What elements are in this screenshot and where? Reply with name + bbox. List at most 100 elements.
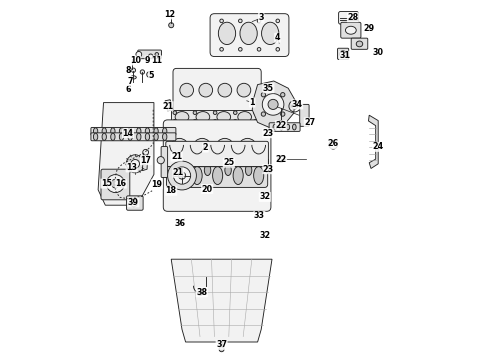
Text: 6: 6 [125,85,131,94]
Ellipse shape [217,112,231,122]
Circle shape [340,51,346,57]
FancyBboxPatch shape [161,147,168,177]
FancyBboxPatch shape [91,133,176,141]
Circle shape [148,54,153,58]
Circle shape [257,19,261,23]
Text: 39: 39 [128,198,139,207]
Circle shape [281,93,285,97]
Text: 13: 13 [126,163,137,172]
FancyBboxPatch shape [101,169,130,200]
Ellipse shape [102,133,106,140]
Ellipse shape [163,133,167,140]
Text: 18: 18 [166,186,177,195]
Ellipse shape [137,128,141,135]
Polygon shape [368,115,378,168]
Circle shape [140,70,145,74]
Ellipse shape [120,133,123,140]
Circle shape [239,48,242,51]
Ellipse shape [145,128,149,135]
Circle shape [292,103,297,109]
Bar [171,110,263,124]
Text: 23: 23 [263,129,274,138]
Circle shape [131,159,140,168]
FancyBboxPatch shape [339,12,358,24]
Ellipse shape [286,124,290,130]
Circle shape [130,199,137,207]
Text: 7: 7 [127,77,133,85]
Circle shape [126,155,144,173]
Circle shape [173,120,176,123]
Ellipse shape [214,156,221,164]
Text: 5: 5 [148,71,154,80]
Ellipse shape [262,22,279,45]
Circle shape [118,180,125,187]
Ellipse shape [154,133,158,140]
Circle shape [199,83,213,97]
Ellipse shape [175,112,189,122]
Ellipse shape [293,124,296,130]
Circle shape [143,149,148,155]
Text: 16: 16 [115,179,126,188]
Ellipse shape [163,128,167,135]
Text: 25: 25 [223,158,234,167]
Text: 27: 27 [304,118,316,127]
Circle shape [213,111,217,114]
Circle shape [216,138,234,156]
Text: 32: 32 [259,192,270,201]
Circle shape [171,138,189,156]
Text: 29: 29 [364,24,375,33]
FancyBboxPatch shape [351,38,368,49]
Circle shape [233,120,237,123]
FancyBboxPatch shape [210,14,289,57]
Polygon shape [165,100,173,111]
Ellipse shape [137,133,141,140]
Ellipse shape [254,167,264,185]
Circle shape [168,161,196,190]
Text: 36: 36 [175,219,186,228]
Text: 30: 30 [373,48,384,57]
Ellipse shape [233,167,243,185]
Circle shape [106,175,124,193]
Circle shape [233,111,237,114]
Circle shape [220,19,223,23]
Text: 14: 14 [122,129,133,138]
Ellipse shape [111,128,115,135]
Ellipse shape [111,133,115,140]
Text: 32: 32 [259,231,270,240]
Circle shape [111,179,120,188]
Circle shape [173,167,191,184]
Ellipse shape [154,128,158,135]
FancyBboxPatch shape [167,160,268,188]
Ellipse shape [94,133,98,140]
Ellipse shape [130,76,136,79]
Text: 4: 4 [275,33,280,42]
Circle shape [193,138,211,156]
Circle shape [136,51,142,57]
Polygon shape [143,150,148,171]
Circle shape [254,111,257,114]
Text: 21: 21 [162,102,173,111]
FancyBboxPatch shape [167,154,268,167]
FancyBboxPatch shape [138,50,162,59]
Circle shape [198,291,202,296]
Ellipse shape [184,165,190,176]
Text: 34: 34 [292,100,303,109]
Text: 24: 24 [372,143,384,152]
Ellipse shape [219,22,236,45]
Circle shape [281,112,285,116]
Circle shape [329,140,338,149]
Ellipse shape [196,112,210,122]
Circle shape [220,48,223,51]
Ellipse shape [225,165,231,176]
Ellipse shape [145,133,149,140]
Circle shape [157,157,164,164]
Circle shape [277,121,285,128]
Circle shape [265,167,271,173]
Text: 20: 20 [202,184,213,194]
Ellipse shape [102,128,106,135]
Ellipse shape [193,156,201,164]
FancyBboxPatch shape [341,22,361,38]
Ellipse shape [172,167,182,185]
FancyBboxPatch shape [163,120,271,211]
Circle shape [239,19,242,23]
